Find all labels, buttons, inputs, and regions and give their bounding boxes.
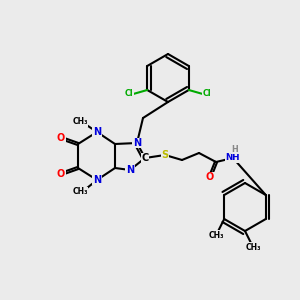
Text: N: N — [93, 127, 101, 137]
Text: S: S — [161, 150, 169, 160]
Text: H: H — [232, 145, 238, 154]
Text: C: C — [141, 153, 148, 163]
Text: O: O — [57, 169, 65, 179]
Text: CH₃: CH₃ — [245, 242, 261, 251]
Text: N: N — [93, 175, 101, 185]
Text: CH₃: CH₃ — [72, 188, 88, 196]
Text: NH: NH — [226, 154, 240, 163]
Text: O: O — [206, 172, 214, 182]
Text: O: O — [57, 133, 65, 143]
Text: Cl: Cl — [125, 89, 134, 98]
Text: N: N — [133, 138, 141, 148]
Text: N: N — [126, 165, 134, 175]
Text: CH₃: CH₃ — [72, 118, 88, 127]
Text: Cl: Cl — [202, 89, 211, 98]
Text: CH₃: CH₃ — [208, 230, 224, 239]
